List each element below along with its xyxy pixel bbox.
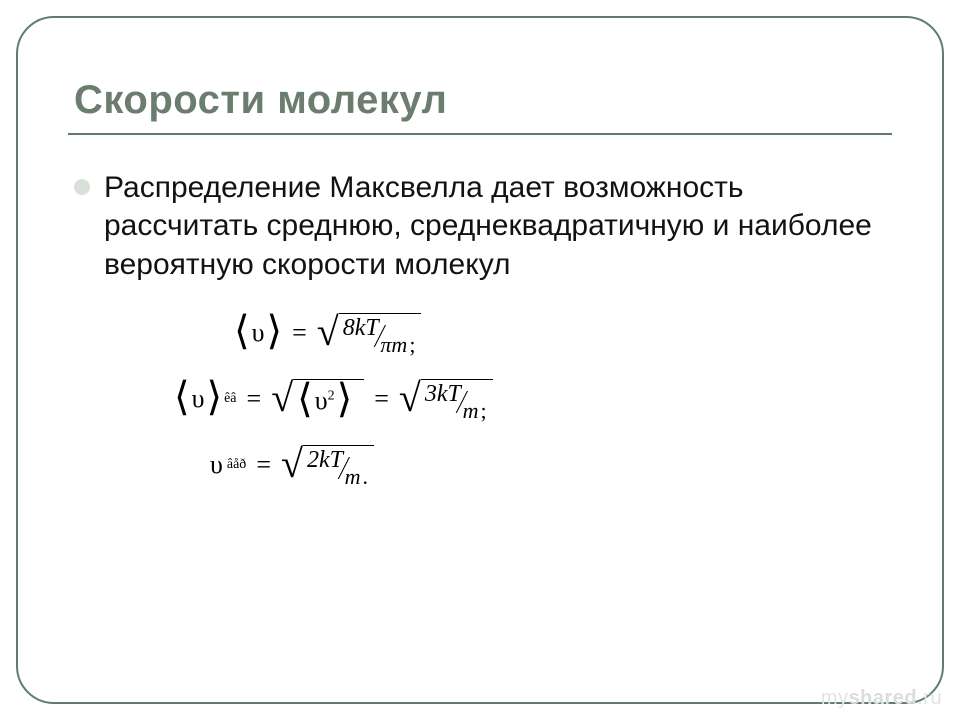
fraction-numerator: 3kT xyxy=(425,381,461,408)
formula-block: ⟨ υ ⟩ = √ 8kT ⁄ πm ; ⟨ υ ⟩ êâ xyxy=(234,304,886,494)
title-underline xyxy=(68,133,892,135)
equals-sign: = xyxy=(246,450,281,480)
radicand: ⟨ υ2 ⟩ xyxy=(293,379,364,419)
equals-sign: = xyxy=(364,384,399,414)
symbol-upsilon: υ xyxy=(190,384,207,414)
symbol-upsilon-inner: υ2 xyxy=(313,386,337,416)
equals-sign: = xyxy=(282,318,317,348)
fraction-numerator: 2kT xyxy=(307,447,343,474)
radical-icon: √ xyxy=(317,321,339,362)
formula-mean: ⟨ υ ⟩ = √ 8kT ⁄ πm ; xyxy=(234,304,886,362)
slide-frame: Скорости молекул Распределение Максвелла… xyxy=(16,16,944,704)
terminator: ; xyxy=(478,398,486,424)
symbol-upsilon: υ xyxy=(208,450,225,480)
bullet-item: Распределение Максвелла дает возможность… xyxy=(74,169,886,284)
formula-rms: ⟨ υ ⟩ êâ = √ ⟨ υ2 ⟩ = √ 3kT ⁄ xyxy=(174,370,886,428)
fraction-numerator: 8kT xyxy=(343,315,379,342)
fraction: 8kT ⁄ πm xyxy=(343,316,408,354)
formula-most-probable: υ âåð = √ 2kT ⁄ m . xyxy=(208,436,886,494)
radical: √ 8kT ⁄ πm ; xyxy=(317,313,422,354)
radical-icon: √ xyxy=(271,387,293,427)
slide-title: Скорости молекул xyxy=(74,78,886,123)
radical-icon: √ xyxy=(399,387,421,428)
symbol-upsilon: υ xyxy=(250,318,267,348)
bullet-icon xyxy=(74,179,90,195)
radicand: 8kT ⁄ πm ; xyxy=(339,313,422,354)
fraction-denominator: πm xyxy=(380,332,407,358)
exponent: 2 xyxy=(328,388,335,403)
body-text: Распределение Максвелла дает возможность… xyxy=(104,169,886,284)
fraction-denominator: m xyxy=(345,464,361,490)
radical-icon: √ xyxy=(281,453,303,494)
fraction: 2kT ⁄ m xyxy=(307,448,361,486)
terminator: ; xyxy=(407,332,415,358)
radicand: 3kT ⁄ m ; xyxy=(421,379,493,420)
watermark: myshared.ru xyxy=(821,687,942,710)
subscript: âåð xyxy=(225,457,246,473)
fraction: 3kT ⁄ m xyxy=(425,382,479,420)
radicand: 2kT ⁄ m . xyxy=(303,445,374,486)
watermark-part1: my xyxy=(821,687,849,709)
equals-sign: = xyxy=(237,384,272,414)
radical: √ ⟨ υ2 ⟩ xyxy=(271,379,364,419)
terminator: . xyxy=(361,464,369,490)
fraction-denominator: m xyxy=(463,398,479,424)
radical: √ 3kT ⁄ m ; xyxy=(399,379,493,420)
watermark-suffix: .ru xyxy=(917,687,942,709)
subscript: êâ xyxy=(222,391,236,407)
radical: √ 2kT ⁄ m . xyxy=(281,445,374,486)
watermark-part2: shared xyxy=(849,687,918,709)
